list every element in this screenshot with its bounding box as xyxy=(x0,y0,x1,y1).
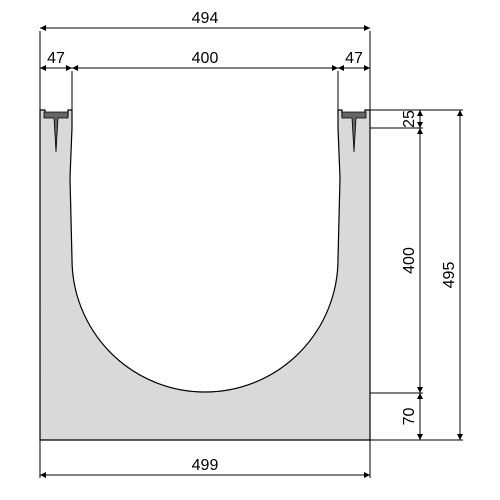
dim-label: 400 xyxy=(401,247,418,274)
dim-label: 494 xyxy=(192,10,219,27)
dim-label: 70 xyxy=(401,408,418,426)
dim-label: 499 xyxy=(192,457,219,474)
dim-label: 25 xyxy=(401,110,418,128)
dim-label: 400 xyxy=(192,50,219,67)
dim-label: 495 xyxy=(441,262,458,289)
channel-body xyxy=(40,110,370,440)
dim-label: 47 xyxy=(47,50,65,67)
dim-label: 47 xyxy=(345,50,363,67)
